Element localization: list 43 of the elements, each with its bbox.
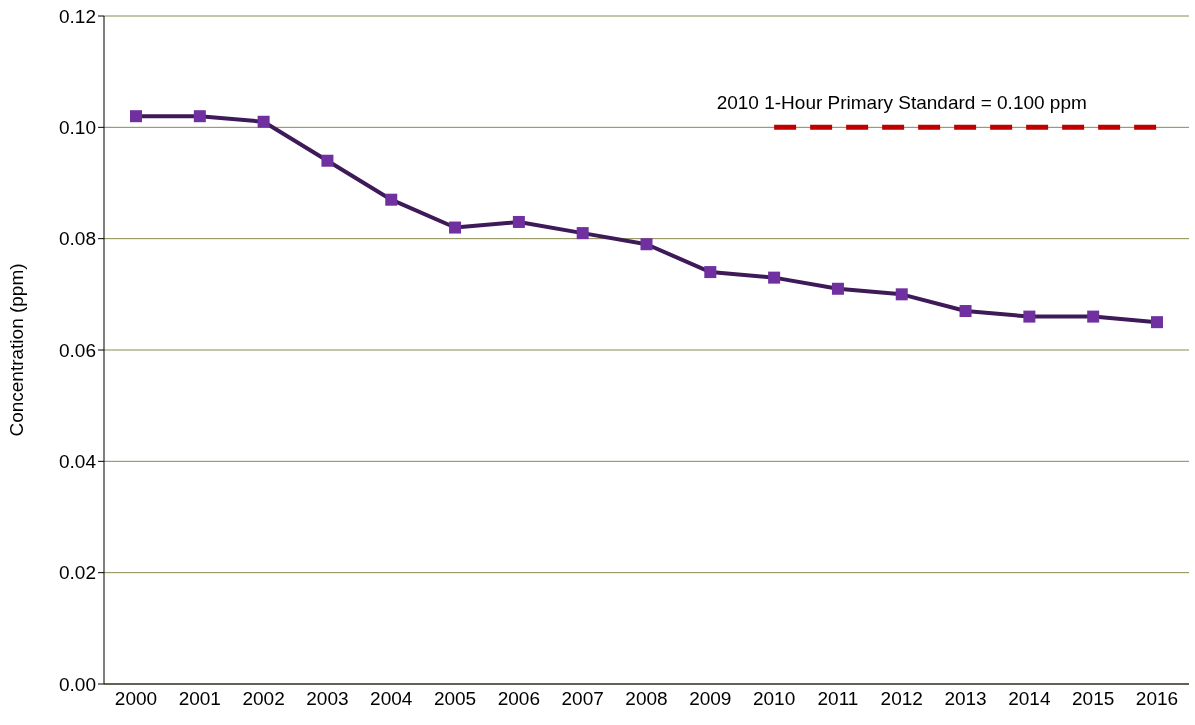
- x-tick-label: 2000: [114, 688, 158, 710]
- y-tick-label: 0.12: [59, 5, 96, 27]
- point: [768, 271, 781, 284]
- point: [704, 266, 717, 279]
- x-tick-label: 2013: [944, 688, 987, 710]
- x-tick-label: 2015: [1072, 688, 1115, 710]
- y-tick-label: 0.02: [59, 562, 96, 584]
- point: [321, 154, 334, 167]
- point: [895, 288, 908, 301]
- x-tick-label: 2009: [689, 688, 732, 710]
- y-tick-label: 0.00: [59, 673, 96, 695]
- x-tick-label: 2007: [561, 688, 604, 710]
- y-tick-label: 0.08: [59, 228, 96, 250]
- x-tick-label: 2012: [880, 688, 923, 710]
- x-tick-label: 2001: [178, 688, 221, 710]
- x-tick-label: 2004: [370, 688, 413, 710]
- x-tick-label: 2014: [1008, 688, 1051, 710]
- point: [640, 238, 653, 251]
- point: [831, 282, 844, 295]
- y-tick-label: 0.10: [59, 117, 96, 139]
- point: [576, 227, 589, 240]
- x-tick-label: 2002: [242, 688, 285, 710]
- point: [449, 221, 462, 234]
- x-tick-label: 2008: [625, 688, 668, 710]
- x-tick-label: 2010: [752, 688, 796, 710]
- point: [959, 305, 972, 318]
- x-tick-label: 2016: [1135, 688, 1179, 710]
- x-tick-label: 2005: [433, 688, 477, 710]
- point: [512, 215, 525, 228]
- point: [130, 110, 142, 123]
- annotation: 2010 1-Hour Primary Standard = 0.100 ppm: [716, 92, 1087, 114]
- point: [1087, 310, 1100, 323]
- point: [1023, 310, 1036, 323]
- y-axis-title: Concentration (ppm): [5, 263, 27, 437]
- point: [257, 115, 270, 128]
- y-tick-label: 0.06: [59, 339, 96, 361]
- x-tick-label: 2003: [306, 688, 349, 710]
- x-tick-label: 2011: [817, 688, 859, 710]
- x-tick-label: 2006: [497, 688, 541, 710]
- point: [385, 193, 398, 206]
- y-tick-label: 0.04: [59, 451, 97, 473]
- point: [1151, 316, 1163, 329]
- point: [193, 110, 206, 123]
